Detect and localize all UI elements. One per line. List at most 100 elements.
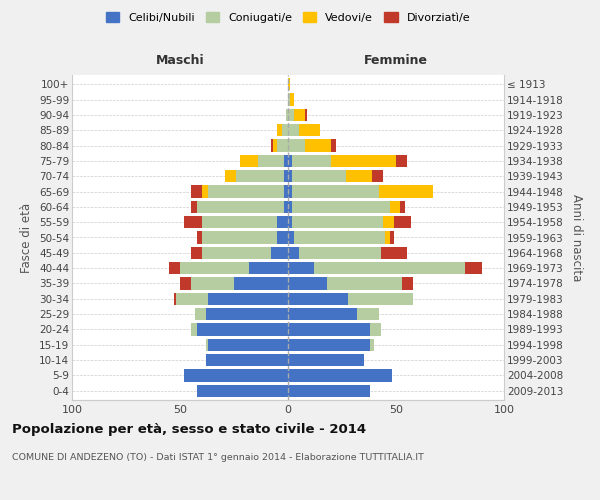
Bar: [249, 262, 288, 274]
Y-axis label: Anni di nascita: Anni di nascita: [570, 194, 583, 281]
Bar: [372, 170, 383, 182]
Bar: [370, 323, 381, 336]
Bar: [277, 124, 281, 136]
Bar: [206, 354, 288, 366]
Bar: [396, 154, 407, 167]
Bar: [288, 124, 299, 136]
Bar: [191, 277, 234, 290]
Bar: [191, 200, 197, 213]
Bar: [314, 262, 465, 274]
Bar: [202, 185, 208, 198]
Bar: [331, 154, 396, 167]
Bar: [273, 139, 277, 152]
Bar: [349, 292, 413, 305]
Bar: [288, 231, 295, 244]
Bar: [173, 292, 176, 305]
Bar: [292, 154, 331, 167]
Bar: [284, 154, 288, 167]
Bar: [394, 216, 411, 228]
Bar: [277, 231, 288, 244]
Bar: [288, 246, 299, 259]
Bar: [383, 216, 394, 228]
Text: Maschi: Maschi: [155, 54, 205, 68]
Bar: [403, 277, 413, 290]
Bar: [299, 246, 381, 259]
Bar: [208, 292, 288, 305]
Bar: [400, 200, 404, 213]
Bar: [281, 124, 288, 136]
Bar: [191, 323, 197, 336]
Bar: [288, 139, 305, 152]
Bar: [271, 246, 288, 259]
Bar: [197, 323, 288, 336]
Bar: [277, 139, 288, 152]
Bar: [288, 93, 290, 106]
Bar: [184, 216, 202, 228]
Bar: [288, 262, 314, 274]
Bar: [191, 246, 202, 259]
Bar: [284, 200, 288, 213]
Bar: [180, 262, 249, 274]
Bar: [288, 384, 370, 397]
Bar: [258, 154, 284, 167]
Bar: [284, 185, 288, 198]
Bar: [195, 308, 206, 320]
Bar: [288, 354, 364, 366]
Bar: [299, 124, 320, 136]
Bar: [288, 170, 292, 182]
Bar: [370, 338, 374, 351]
Bar: [202, 246, 271, 259]
Bar: [465, 262, 482, 274]
Bar: [290, 93, 295, 106]
Text: COMUNE DI ANDEZENO (TO) - Dati ISTAT 1° gennaio 2014 - Elaborazione TUTTITALIA.I: COMUNE DI ANDEZENO (TO) - Dati ISTAT 1° …: [12, 452, 424, 462]
Bar: [208, 185, 284, 198]
Bar: [271, 139, 273, 152]
Bar: [357, 308, 379, 320]
Bar: [236, 170, 284, 182]
Bar: [191, 185, 202, 198]
Y-axis label: Fasce di età: Fasce di età: [20, 202, 34, 272]
Bar: [234, 277, 288, 290]
Bar: [292, 185, 379, 198]
Bar: [295, 108, 305, 121]
Bar: [389, 200, 400, 213]
Text: Popolazione per età, sesso e stato civile - 2014: Popolazione per età, sesso e stato civil…: [12, 422, 366, 436]
Bar: [169, 262, 180, 274]
Bar: [202, 231, 277, 244]
Bar: [180, 277, 191, 290]
Bar: [288, 78, 290, 90]
Bar: [288, 216, 292, 228]
Bar: [288, 200, 292, 213]
Bar: [292, 170, 346, 182]
Bar: [184, 369, 288, 382]
Bar: [241, 154, 258, 167]
Bar: [288, 308, 357, 320]
Legend: Celibi/Nubili, Coniugati/e, Vedovi/e, Divorziatì/e: Celibi/Nubili, Coniugati/e, Vedovi/e, Di…: [101, 8, 475, 28]
Bar: [292, 216, 383, 228]
Bar: [206, 338, 208, 351]
Bar: [292, 200, 389, 213]
Bar: [305, 139, 331, 152]
Bar: [288, 185, 292, 198]
Bar: [381, 246, 407, 259]
Bar: [197, 200, 284, 213]
Bar: [295, 231, 385, 244]
Bar: [206, 308, 288, 320]
Bar: [379, 185, 433, 198]
Bar: [288, 292, 349, 305]
Bar: [202, 216, 277, 228]
Bar: [208, 338, 288, 351]
Bar: [284, 170, 288, 182]
Bar: [288, 369, 392, 382]
Bar: [327, 277, 403, 290]
Bar: [331, 139, 335, 152]
Bar: [286, 108, 288, 121]
Bar: [288, 277, 327, 290]
Bar: [277, 216, 288, 228]
Text: Femmine: Femmine: [364, 54, 428, 68]
Bar: [385, 231, 389, 244]
Bar: [389, 231, 394, 244]
Bar: [288, 323, 370, 336]
Bar: [305, 108, 307, 121]
Bar: [197, 384, 288, 397]
